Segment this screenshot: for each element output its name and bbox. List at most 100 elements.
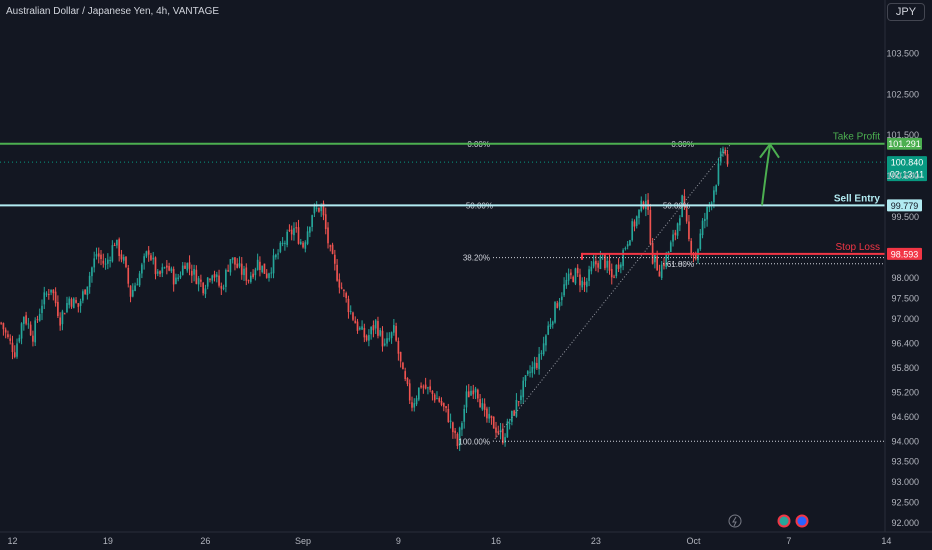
candle-body (18, 337, 21, 342)
candle-body (86, 286, 89, 296)
candle-body (322, 203, 325, 216)
candle-body (118, 239, 121, 257)
y-tick-label: 97.000 (891, 314, 919, 324)
current-price-text: 100.840 (891, 158, 924, 168)
arrow-head (759, 142, 780, 159)
candle-body (204, 288, 207, 295)
jp-flag-icon[interactable] (795, 514, 809, 528)
candle-body (379, 330, 382, 336)
fib-right-label: 61.80% (667, 260, 694, 269)
candle-body (492, 416, 495, 429)
candle-body (436, 398, 438, 400)
candle-body (595, 260, 597, 265)
candle-body (422, 386, 425, 388)
candle-body (47, 294, 50, 296)
candle-body (386, 338, 388, 344)
candle-body (572, 276, 575, 283)
candle-body (395, 326, 397, 341)
candle-body (420, 385, 422, 388)
candle-body (467, 391, 470, 398)
currency-selector[interactable]: JPY (887, 3, 925, 21)
candle-body (91, 267, 93, 277)
candle-body (406, 377, 409, 384)
candle-body (284, 242, 286, 244)
candle-body (488, 413, 491, 419)
candle-body (454, 430, 456, 433)
candle-body (77, 303, 80, 307)
candle-body (551, 321, 554, 325)
candle-body (597, 263, 599, 268)
candle-body (549, 324, 552, 327)
candle-body (186, 263, 189, 271)
candle-body (658, 271, 661, 277)
y-tick-label: 95.200 (891, 387, 919, 397)
candle-body (583, 282, 586, 286)
candle-body (259, 261, 261, 271)
candle-body (474, 388, 477, 393)
candle-body (52, 289, 55, 294)
candle-body (59, 317, 61, 326)
candle-body (152, 257, 155, 260)
candle-body (311, 215, 313, 227)
candle-body (141, 264, 143, 274)
candle-body (470, 390, 472, 396)
x-tick-label: 14 (881, 536, 891, 546)
candle-body (188, 262, 191, 269)
candle-body (38, 314, 41, 321)
au-flag-icon[interactable] (777, 514, 791, 528)
candle-body (138, 273, 141, 286)
candle-body (272, 255, 275, 274)
candle-body (654, 255, 656, 263)
candle-body (329, 245, 332, 247)
lightning-icon[interactable] (728, 514, 742, 528)
candle-body (304, 242, 307, 249)
candle-body (270, 272, 273, 274)
candle-body (295, 227, 298, 229)
candle-body (531, 366, 534, 373)
candle-body (574, 268, 577, 284)
candle-body (102, 260, 105, 264)
price-tag-text: 98.593 (891, 249, 919, 259)
candle-body (363, 327, 366, 338)
candle-body (368, 335, 370, 341)
lightning-icon-ring (728, 514, 742, 528)
price-tag-text: 99.779 (891, 201, 919, 211)
candle-body (34, 320, 37, 343)
candle-body (402, 362, 404, 370)
candle-body (374, 320, 377, 329)
candle-body (656, 256, 658, 271)
candle-body (615, 265, 618, 277)
candle-body (331, 244, 334, 254)
candle-body (215, 274, 218, 277)
candle-body (685, 209, 688, 222)
candle-body (70, 299, 73, 307)
candle-body (66, 303, 68, 313)
candle-body (45, 293, 48, 295)
candle-body (120, 254, 123, 260)
candle-body (218, 275, 220, 286)
candle-body (154, 257, 157, 275)
y-tick-label: 103.500 (886, 49, 919, 59)
candle-body (427, 387, 429, 389)
candle-body (704, 218, 706, 222)
candle-body (231, 257, 234, 260)
candle-body (483, 403, 486, 410)
candle-body (309, 227, 311, 233)
candle-body (415, 398, 418, 405)
candle-body (638, 209, 640, 219)
candle-body (515, 399, 518, 417)
candle-body (710, 202, 713, 206)
candle-body (404, 371, 407, 379)
candle-body (511, 411, 513, 422)
y-tick-label: 101.500 (886, 130, 919, 140)
take-profit-label: Take Profit (833, 132, 880, 143)
candle-body (179, 275, 182, 278)
candle-body (175, 277, 177, 284)
candle-body (243, 268, 245, 276)
candle-body (168, 266, 170, 271)
candle-body (592, 261, 595, 267)
candle-body (383, 343, 386, 346)
candle-body (213, 274, 216, 278)
candle-body (633, 221, 636, 227)
